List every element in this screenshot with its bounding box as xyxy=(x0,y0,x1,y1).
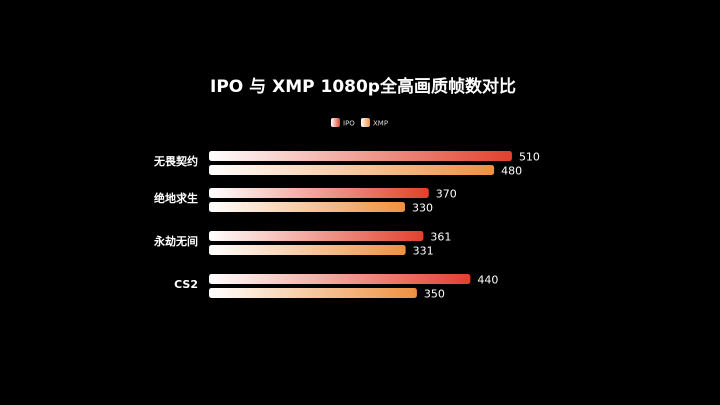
category-label: 无畏契约 xyxy=(153,154,198,168)
legend-swatch-ipo xyxy=(331,118,340,127)
category-label: 永劫无间 xyxy=(153,234,198,248)
legend-label-xmp: XMP xyxy=(373,120,388,128)
legend-swatch-xmp xyxy=(361,118,370,127)
bar-ipo xyxy=(209,274,471,284)
bar-ipo xyxy=(209,231,424,241)
value-label-ipo: 510 xyxy=(519,151,540,164)
bar-xmp xyxy=(209,288,417,298)
value-label-xmp: 480 xyxy=(501,165,522,178)
value-label-xmp: 331 xyxy=(413,245,434,258)
chart-title: IPO 与 XMP 1080p全高画质帧数对比 xyxy=(210,76,516,97)
bar-ipo xyxy=(209,188,429,198)
category-label: 绝地求生 xyxy=(154,191,198,205)
value-label-xmp: 330 xyxy=(412,202,433,215)
bar-xmp xyxy=(209,202,406,212)
value-label-ipo: 440 xyxy=(477,274,498,287)
bar-ipo xyxy=(209,151,512,161)
value-label-xmp: 350 xyxy=(424,288,445,301)
bar-xmp xyxy=(209,165,495,175)
value-label-ipo: 370 xyxy=(436,188,457,201)
legend: IPO XMP xyxy=(331,118,388,128)
bar-xmp xyxy=(209,245,406,255)
legend-label-ipo: IPO xyxy=(343,120,355,128)
value-label-ipo: 361 xyxy=(430,231,451,244)
category-label: CS2 xyxy=(174,278,198,291)
